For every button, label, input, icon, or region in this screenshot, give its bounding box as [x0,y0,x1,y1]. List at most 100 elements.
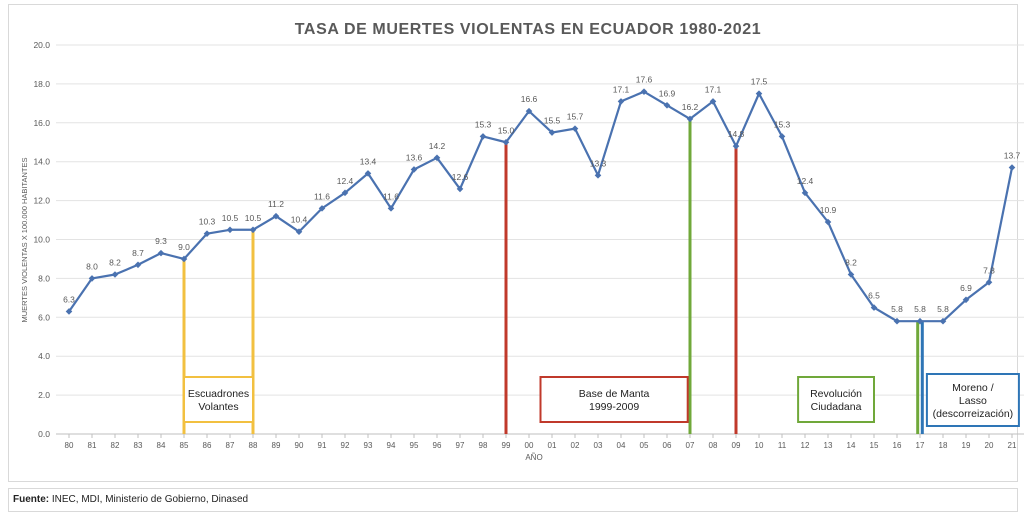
data-label: 16.2 [682,102,699,112]
annotation: Moreno /Lasso(descorreización) [925,373,1020,427]
data-label: 6.5 [868,291,880,301]
data-label: 16.6 [521,94,538,104]
x-tick-label: 05 [640,441,649,450]
y-tick-label: 16.0 [33,118,50,128]
data-label: 6.9 [960,283,972,293]
data-label: 8.7 [132,248,144,258]
data-point [318,205,326,212]
data-label: 5.8 [891,304,903,314]
data-label: 15.7 [567,112,584,122]
data-point [479,133,487,140]
data-point [640,88,648,95]
x-tick-label: 18 [939,441,948,450]
source-label: Fuente: [13,494,50,505]
data-point [203,230,211,237]
data-label: 13.6 [406,152,423,162]
x-axis-ticks: 80 81 82 83 84 85 86 87 88 89 90 91 92 93 94 95 96 97 98 99… [65,434,1017,450]
data-point [801,189,809,197]
x-tick-label: 16 [893,441,902,450]
data-point [410,166,418,173]
data-label: 13.7 [1004,151,1021,161]
y-tick-label: 14.0 [33,157,50,167]
data-labels: 6.3 8.0 8.2 8.7 9.3 9.0 10.3 10.5 10.5 11.2 10.4 11… [63,75,1020,315]
x-tick-label: 99 [502,441,511,450]
data-point [939,317,947,325]
y-tick-label: 0.0 [38,429,50,439]
data-label: 7.8 [983,265,995,275]
series-layer [65,88,1016,325]
annotation-box [925,373,1020,427]
data-point [847,271,855,278]
data-label: 15.3 [475,119,492,129]
data-point [180,255,188,263]
data-point [456,185,464,193]
data-label: 13.4 [360,156,377,166]
x-tick-label: 01 [548,441,557,450]
x-tick-label: 89 [272,441,281,450]
chart-title: TASA DE MUERTES VIOLENTAS EN ECUADOR 198… [295,21,762,38]
y-tick-label: 6.0 [38,312,50,322]
data-label: 17.1 [705,84,722,94]
x-tick-label: 97 [456,441,465,450]
data-label: 10.4 [291,215,308,225]
data-label: 8.0 [86,261,98,271]
x-tick-label: 96 [433,441,442,450]
data-label: 8.2 [845,258,857,268]
data-point [663,101,671,109]
y-axis-ticks: 0.0 2.0 4.0 6.0 8.0 10.0 12.0 14.0 16.0 18.0 20.0 [33,40,50,439]
x-tick-label: 90 [295,441,304,450]
x-tick-label: 10 [755,441,764,450]
y-tick-label: 12.0 [33,196,50,206]
data-point [502,138,510,146]
x-tick-label: 80 [65,441,74,450]
x-tick-label: 20 [985,441,994,450]
y-tick-label: 18.0 [33,79,50,89]
series-line [68,90,1014,323]
x-tick-label: 04 [617,441,626,450]
y-tick-label: 20.0 [33,40,50,50]
data-label: 11.6 [314,191,330,201]
x-tick-label: 13 [824,441,833,450]
data-point [525,107,533,115]
x-tick-label: 11 [778,441,787,450]
data-label: 9.0 [178,242,190,252]
data-point [594,172,602,179]
data-label: 17.5 [751,77,768,87]
data-point [65,308,73,315]
data-label: 14.2 [429,141,446,151]
chart-frame [8,4,1018,482]
data-point [893,317,901,325]
x-tick-label: 98 [479,441,488,450]
x-tick-label: 88 [249,441,258,450]
x-tick-label: 19 [962,441,971,450]
data-label: 5.8 [914,304,926,314]
annotation-box [797,376,875,423]
data-point [617,98,625,105]
x-tick-label: 81 [88,441,97,450]
data-point [1008,164,1016,171]
x-tick-label: 84 [157,441,166,450]
annotation-text: Escuadrones [188,388,249,400]
x-tick-label: 17 [916,441,925,450]
data-label: 16.9 [659,88,676,98]
data-label: 6.3 [63,294,75,304]
data-label: 10.5 [222,213,239,223]
data-label: 14.8 [728,129,745,139]
x-tick-label: 82 [111,441,120,450]
data-label: 12.4 [337,176,354,186]
data-label: 15.5 [544,116,561,126]
data-point [295,228,303,236]
x-tick-label: 92 [341,441,350,450]
x-tick-label: 02 [571,441,580,450]
line-chart: TASA DE MUERTES VIOLENTAS EN ECUADOR 198… [20,21,1024,462]
annotation-text: Moreno / [952,382,994,394]
x-tick-label: 00 [525,441,534,450]
source-text: INEC, MDI, Ministerio de Gobierno, Dinas… [49,494,249,505]
annotation-box [539,376,689,423]
data-point [364,170,372,177]
data-point [916,317,924,325]
data-point [870,304,878,311]
